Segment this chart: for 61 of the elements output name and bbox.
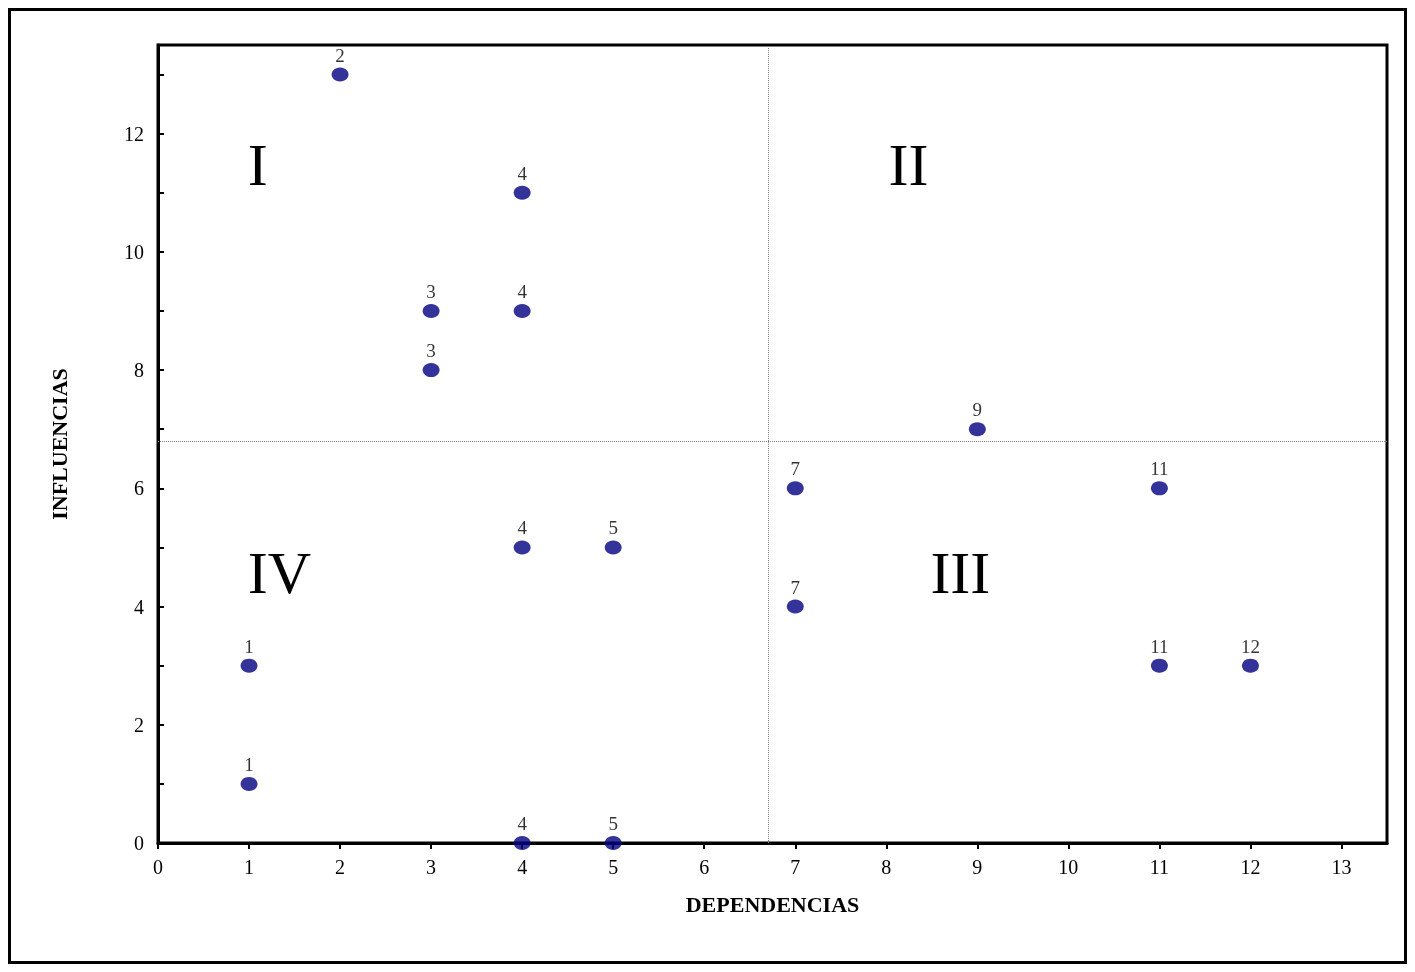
y-tick-label: 8: [134, 359, 144, 382]
annotation: IV: [247, 540, 312, 606]
annotation: 11: [1150, 635, 1169, 657]
point: [240, 776, 258, 791]
point: [968, 422, 986, 437]
annotation: 1: [244, 635, 254, 657]
annotation: 7: [790, 576, 801, 598]
point: [513, 185, 531, 200]
x-tick-label: 2: [335, 856, 346, 878]
point: [513, 836, 531, 850]
point: [604, 540, 622, 555]
y-tick-label: 10: [124, 240, 144, 263]
x-tick-label: 8: [881, 856, 892, 878]
annotation: 5: [608, 517, 618, 539]
annotation: 7: [790, 458, 801, 480]
point: [240, 658, 258, 673]
x-tick-label: 10: [1058, 856, 1079, 878]
y-tick-label: 6: [134, 477, 144, 500]
y-tick-label: 4: [134, 595, 144, 618]
annotation: 4: [517, 162, 528, 184]
annotation: I: [247, 131, 268, 198]
annotation: 5: [608, 813, 618, 834]
x-tick-label: 9: [972, 856, 983, 878]
y-tick-label: 2: [134, 713, 144, 736]
point: [513, 304, 531, 318]
annotation: III: [930, 540, 991, 606]
point: [604, 836, 622, 850]
x-tick-label: 5: [608, 856, 619, 878]
point: [513, 540, 531, 555]
x-tick-label: 13: [1331, 856, 1352, 878]
point: [1150, 481, 1168, 496]
annotation: 11: [1150, 458, 1169, 480]
x-axis-title: DEPENDENCIAS: [685, 891, 860, 917]
annotation: 12: [1240, 635, 1260, 657]
annotation: 4: [517, 517, 528, 539]
point: [422, 304, 440, 318]
x-tick-label: 0: [153, 856, 163, 878]
annotation: 3: [426, 340, 436, 362]
x-tick-label: 3: [426, 856, 437, 878]
y-tick-label: 0: [134, 832, 144, 854]
x-tick-label: 7: [790, 856, 801, 878]
point: [786, 481, 804, 496]
x-tick-label: 6: [699, 856, 710, 878]
annotation: II: [888, 131, 929, 198]
annotation: 4: [517, 281, 528, 302]
y-axis-title: INFLUENCIAS: [46, 368, 72, 520]
point: [786, 599, 804, 614]
x-tick-label: 4: [517, 856, 528, 878]
annotation: 3: [426, 281, 436, 302]
y-tick-label: 12: [124, 122, 144, 145]
point: [422, 363, 440, 378]
point: [1150, 658, 1168, 673]
annotation: 9: [972, 399, 983, 421]
annotation: 1: [244, 753, 254, 775]
x-tick-label: 11: [1149, 856, 1170, 878]
point: [331, 67, 349, 82]
annotation: 4: [517, 813, 528, 834]
point: [1241, 658, 1259, 673]
x-tick-label: 1: [244, 856, 255, 878]
x-tick-label: 12: [1240, 856, 1261, 878]
annotation: 2: [335, 44, 345, 66]
